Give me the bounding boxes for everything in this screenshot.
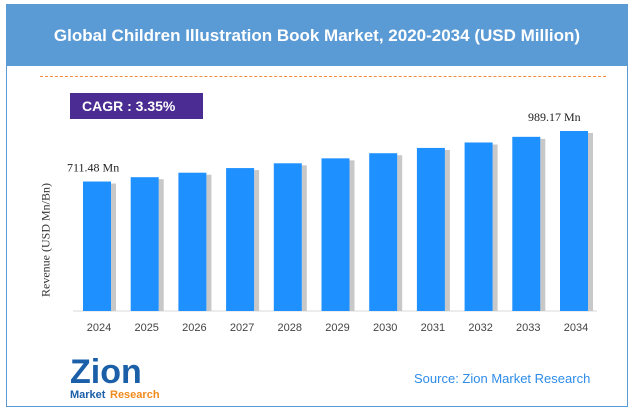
bar-shadow	[206, 174, 212, 311]
bar-shadow	[158, 179, 164, 311]
data-label-first: 711.48 Mn	[67, 161, 119, 175]
bar-shadow	[301, 165, 307, 311]
bar-2034	[560, 131, 588, 311]
bar-shadow	[349, 160, 355, 311]
svg-text:Research: Research	[110, 389, 160, 401]
x-tick-label: 2034	[564, 322, 588, 334]
zion-logo: Zion Market Research	[70, 353, 160, 401]
chart-title: Global Children Illustration Book Market…	[7, 5, 627, 66]
bar-shadow	[444, 149, 450, 311]
bar-shadow	[254, 170, 260, 311]
bar-2032	[464, 142, 493, 311]
svg-text:Market: Market	[70, 389, 106, 401]
bar-2029	[321, 158, 350, 311]
bar-shadow	[397, 155, 403, 311]
bar-2024	[83, 181, 111, 311]
bar-shadow	[588, 133, 593, 311]
bar-2027	[226, 168, 255, 311]
x-tick-label: 2026	[182, 322, 206, 334]
bar-2025	[130, 177, 159, 311]
bar-2033	[512, 136, 541, 311]
source-note: Source: Zion Market Research	[414, 371, 591, 386]
bar-2031	[416, 147, 445, 311]
data-label-last: 989.17 Mn	[528, 110, 581, 124]
x-tick-label: 2033	[516, 322, 540, 334]
x-tick-label: 2031	[421, 322, 445, 334]
x-tick-label: 2028	[278, 322, 302, 334]
bar-2026	[178, 172, 207, 311]
x-tick-label: 2029	[325, 322, 349, 334]
x-tick-label: 2032	[468, 322, 492, 334]
x-tick-label: 2025	[134, 322, 158, 334]
cagr-badge: CAGR : 3.35%	[70, 93, 203, 119]
bar-shadow	[492, 144, 498, 311]
bar-shadow	[540, 138, 546, 311]
x-tick-label: 2024	[87, 322, 111, 334]
bar-2030	[369, 153, 398, 311]
logo-text: Zion	[70, 353, 142, 391]
x-tick-label: 2030	[373, 322, 397, 334]
bar-2028	[273, 163, 302, 311]
bar-shadow	[111, 183, 116, 311]
x-tick-label: 2027	[230, 322, 254, 334]
chart-frame	[6, 4, 628, 407]
divider	[40, 76, 606, 77]
